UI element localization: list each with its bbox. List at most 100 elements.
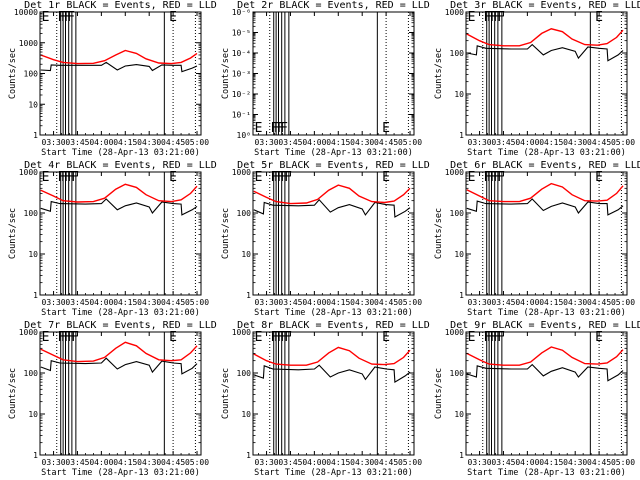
flag-label: F — [490, 10, 498, 25]
y-tick-label: 10 — [454, 90, 464, 99]
x-tick-label: 05:00 — [611, 138, 635, 147]
series-line-events — [466, 363, 624, 382]
flag-label: E — [169, 10, 177, 25]
flag-label: F — [58, 10, 66, 25]
y-tick-label: 10⁻¹ — [232, 111, 251, 120]
y-axis-label: Counts/sec — [8, 208, 18, 259]
flag-label: F — [280, 121, 288, 136]
series-line-events — [40, 61, 198, 73]
plot-frame — [465, 171, 628, 296]
flag-label: F — [71, 170, 79, 185]
x-tick-label: 03:45 — [65, 138, 89, 147]
series-line-lld — [466, 28, 624, 47]
x-tick-label: 05:00 — [611, 458, 635, 467]
y-tick-label: 1 — [459, 451, 464, 460]
x-tick-label: 03:45 — [278, 298, 302, 307]
flag-label: E — [382, 121, 390, 136]
y-tick-label: 100 — [450, 49, 465, 58]
y-tick-label: 10000 — [14, 8, 38, 17]
panel-title: Det 1r BLACK = Events, RED = LLD — [24, 0, 217, 11]
flag-label: F — [274, 170, 282, 185]
x-tick-label: 04:45 — [374, 138, 398, 147]
x-tick-label: 04:30 — [350, 458, 374, 467]
x-tick-label: 04:00 — [515, 298, 539, 307]
y-tick-label: 10 — [241, 410, 251, 419]
x-tick-label: 05:00 — [185, 138, 209, 147]
x-axis-label: Start Time (28-Apr-13 03:21:00) — [254, 468, 413, 478]
x-tick-label: 04:45 — [587, 138, 611, 147]
x-tick-label: 03:30 — [468, 298, 492, 307]
x-tick-label: 03:30 — [42, 138, 66, 147]
x-tick-label: 05:00 — [611, 298, 635, 307]
x-tick-label: 04:45 — [374, 298, 398, 307]
flag-label: F — [58, 330, 66, 345]
flag-label: F — [271, 121, 279, 136]
y-tick-label: 1000 — [232, 328, 251, 337]
y-tick-label: 10⁻² — [232, 90, 251, 99]
series-line-lld — [466, 182, 624, 203]
flag-label: F — [484, 10, 492, 25]
y-tick-label: 1 — [33, 291, 38, 300]
detector-panel: Det 2r BLACK = Events, RED = LLD E F F F F E 10… — [213, 0, 430, 160]
x-axis-label: Start Time (28-Apr-13 03:21:00) — [467, 308, 626, 318]
x-tick-label: 04:15 — [113, 298, 137, 307]
y-axis-label: Counts/sec — [8, 48, 18, 99]
detector-panel: Det 7r BLACK = Events, RED = LLD E F F F F F E 1… — [0, 320, 217, 480]
x-tick-label: 05:00 — [398, 458, 422, 467]
flag-label: F — [274, 330, 282, 345]
flag-label: E — [255, 170, 263, 185]
x-axis-label: Start Time (28-Apr-13 03:21:00) — [254, 148, 413, 158]
y-tick-label: 10 — [454, 410, 464, 419]
plot-frame — [252, 11, 415, 136]
flag-label: E — [42, 10, 50, 25]
x-tick-label: 04:15 — [539, 298, 563, 307]
y-tick-label: 1000 — [19, 168, 38, 177]
panel-title: Det 4r BLACK = Events, RED = LLD — [24, 160, 217, 171]
y-tick-label: 1 — [33, 451, 38, 460]
detector-panel: Det 5r BLACK = Events, RED = LLD E F F F F F E 1… — [213, 160, 430, 320]
y-axis-label: Counts/sec — [221, 208, 231, 259]
x-tick-label: 04:30 — [563, 458, 587, 467]
detector-panel: Det 8r BLACK = Events, RED = LLD E F F F F F E 1… — [213, 320, 430, 480]
flag-label: F — [490, 170, 498, 185]
series-line-lld — [253, 184, 411, 205]
x-tick-label: 03:30 — [255, 298, 279, 307]
y-tick-label: 1 — [33, 131, 38, 140]
flag-label: E — [468, 170, 476, 185]
x-tick-label: 04:15 — [113, 138, 137, 147]
flag-label: F — [64, 10, 72, 25]
x-tick-label: 05:00 — [398, 138, 422, 147]
plot-frame — [465, 11, 628, 136]
series-line-events — [40, 357, 198, 375]
flag-label: E — [382, 170, 390, 185]
x-tick-label: 04:00 — [89, 458, 113, 467]
x-tick-label: 04:15 — [113, 458, 137, 467]
x-axis-label: Start Time (28-Apr-13 03:21:00) — [254, 308, 413, 318]
x-tick-label: 04:30 — [137, 138, 161, 147]
y-tick-label: 10⁻³ — [232, 70, 251, 79]
x-tick-label: 04:00 — [89, 138, 113, 147]
flag-label: E — [169, 330, 177, 345]
x-tick-label: 04:30 — [137, 298, 161, 307]
y-tick-label: 1 — [246, 451, 251, 460]
x-axis-label: Start Time (28-Apr-13 03:21:00) — [41, 308, 200, 318]
x-tick-label: 03:45 — [65, 458, 89, 467]
y-tick-label: 1 — [459, 291, 464, 300]
y-axis-label: Counts/sec — [8, 368, 18, 419]
panel-title: Det 3r BLACK = Events, RED = LLD — [450, 0, 640, 11]
flag-label: F — [277, 170, 285, 185]
flag-label: E — [595, 330, 603, 345]
y-tick-label: 10 — [28, 100, 38, 109]
y-tick-label: 100 — [24, 209, 39, 218]
x-tick-label: 04:30 — [350, 138, 374, 147]
x-tick-label: 03:45 — [65, 298, 89, 307]
panel-title: Det 9r BLACK = Events, RED = LLD — [450, 320, 640, 331]
flag-label: F — [271, 170, 279, 185]
